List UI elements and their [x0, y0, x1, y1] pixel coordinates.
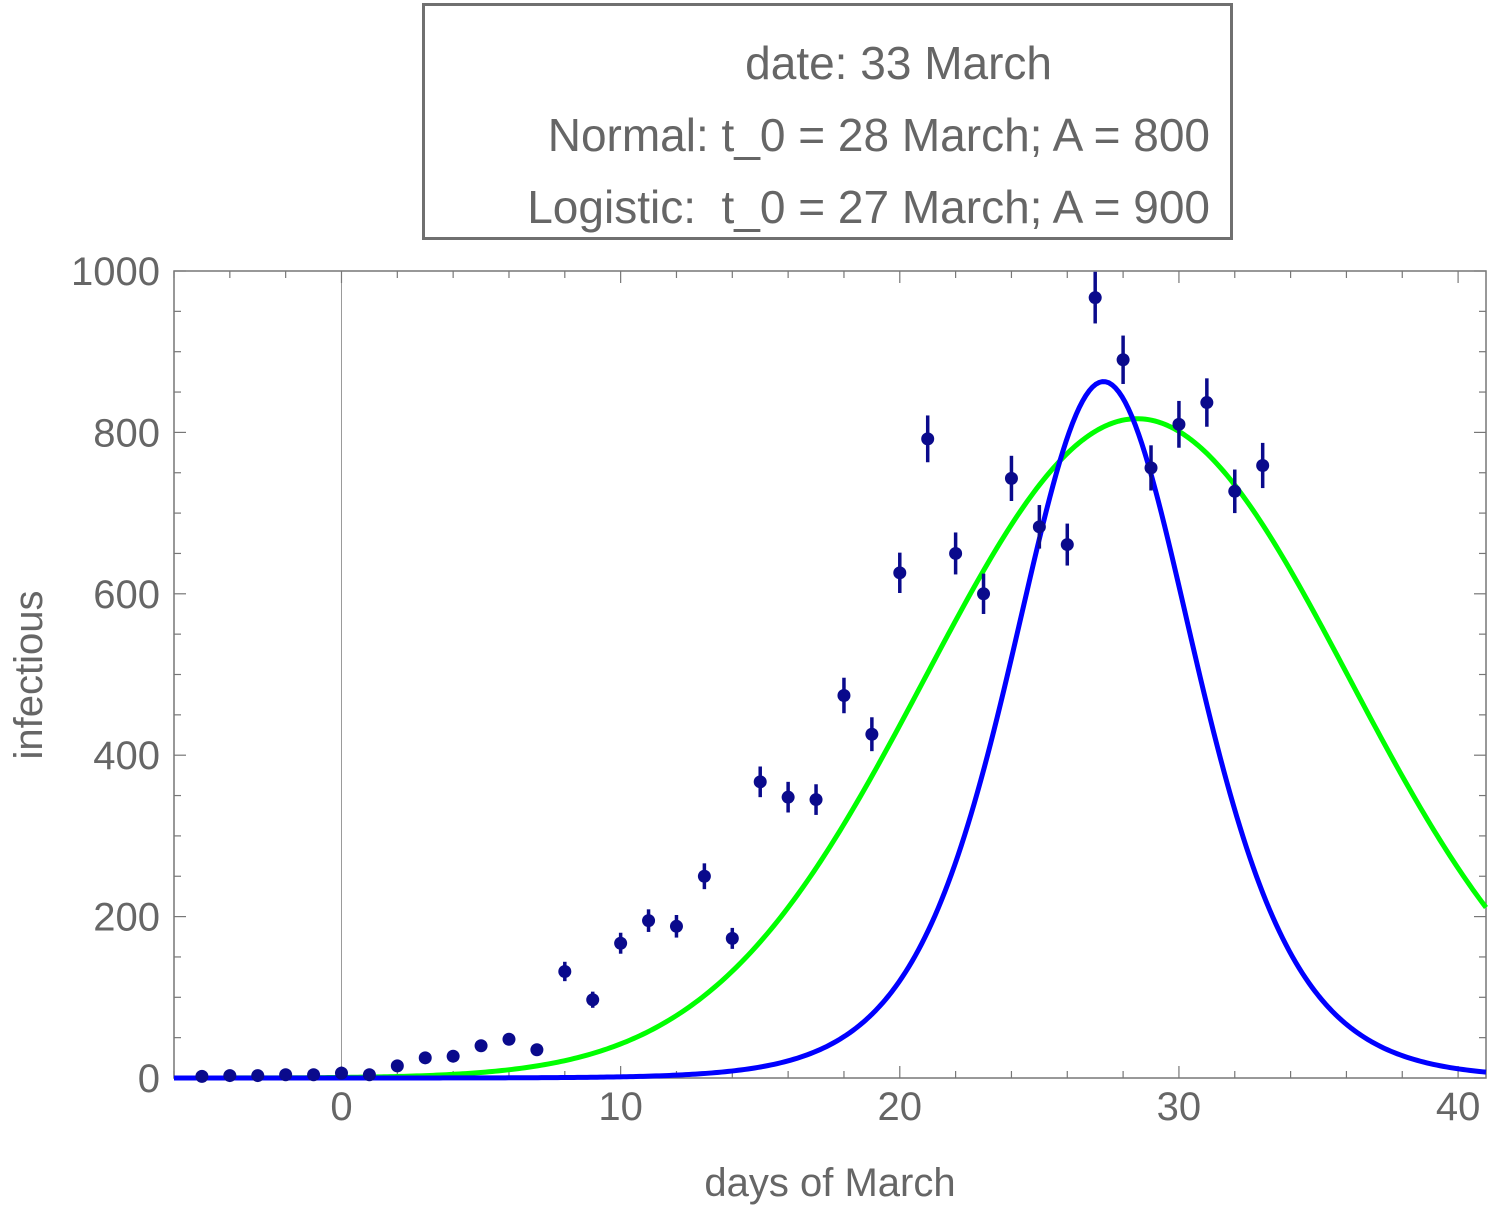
legend-date-text: date: 33 March — [745, 37, 1052, 89]
data-point — [390, 1059, 404, 1073]
x-tick-label: 20 — [878, 1085, 923, 1129]
y-tick-label: 0 — [138, 1057, 160, 1101]
data-point — [697, 869, 711, 883]
y-axis-title: infectious — [7, 591, 51, 760]
data-point — [586, 993, 600, 1007]
data-point — [279, 1068, 293, 1082]
plot-frame — [173, 270, 1487, 1079]
data-point — [502, 1032, 516, 1046]
y-tick-label: 200 — [93, 896, 160, 940]
data-point — [530, 1043, 544, 1057]
data-point — [1032, 520, 1046, 534]
data-point — [1144, 461, 1158, 475]
data-point — [223, 1069, 237, 1083]
data-point — [1172, 417, 1186, 431]
y-tick-label: 600 — [93, 573, 160, 617]
y-tick-label: 400 — [93, 734, 160, 778]
data-point — [753, 775, 767, 789]
data-point — [921, 432, 935, 446]
data-point — [1200, 396, 1214, 410]
legend-box: date: 33 March Normal: t_0 = 28 March; A… — [422, 3, 1233, 240]
data-point — [614, 936, 628, 950]
x-tick-label: 30 — [1157, 1085, 1202, 1129]
data-point — [865, 727, 879, 741]
data-point — [195, 1069, 209, 1083]
data-point — [1088, 291, 1102, 305]
data-point — [949, 546, 963, 560]
data-point — [1060, 538, 1074, 552]
data-point — [725, 931, 739, 945]
x-tick-label: 10 — [598, 1085, 643, 1129]
series-line-normal — [174, 416, 1488, 1081]
data-point — [781, 790, 795, 804]
x-tick-label: 40 — [1436, 1085, 1481, 1129]
data-point — [558, 964, 572, 978]
data-point — [1256, 458, 1270, 472]
data-point — [837, 688, 851, 702]
data-point — [977, 587, 991, 601]
x-tick-label: 0 — [330, 1085, 352, 1129]
data-point — [1116, 353, 1130, 367]
data-point — [334, 1066, 348, 1080]
data-point — [809, 793, 823, 807]
data-point — [1228, 484, 1242, 498]
legend-logistic-text: Logistic: t_0 = 27 March; A = 900 — [527, 181, 1210, 233]
legend-normal-text: Normal: t_0 = 28 March; A = 800 — [547, 109, 1210, 161]
y-tick-label: 1000 — [71, 250, 160, 294]
data-point — [251, 1069, 265, 1083]
data-point — [669, 919, 683, 933]
data-point — [362, 1068, 376, 1082]
data-point — [642, 914, 656, 928]
y-tick-label: 800 — [93, 411, 160, 455]
data-point — [307, 1068, 321, 1082]
data-point — [893, 566, 907, 580]
data-point — [418, 1051, 432, 1065]
data-point — [1004, 471, 1018, 485]
data-point — [474, 1039, 488, 1053]
x-axis-title: days of March — [704, 1161, 955, 1205]
series-line-logistic — [174, 379, 1487, 1081]
data-point — [446, 1049, 460, 1063]
